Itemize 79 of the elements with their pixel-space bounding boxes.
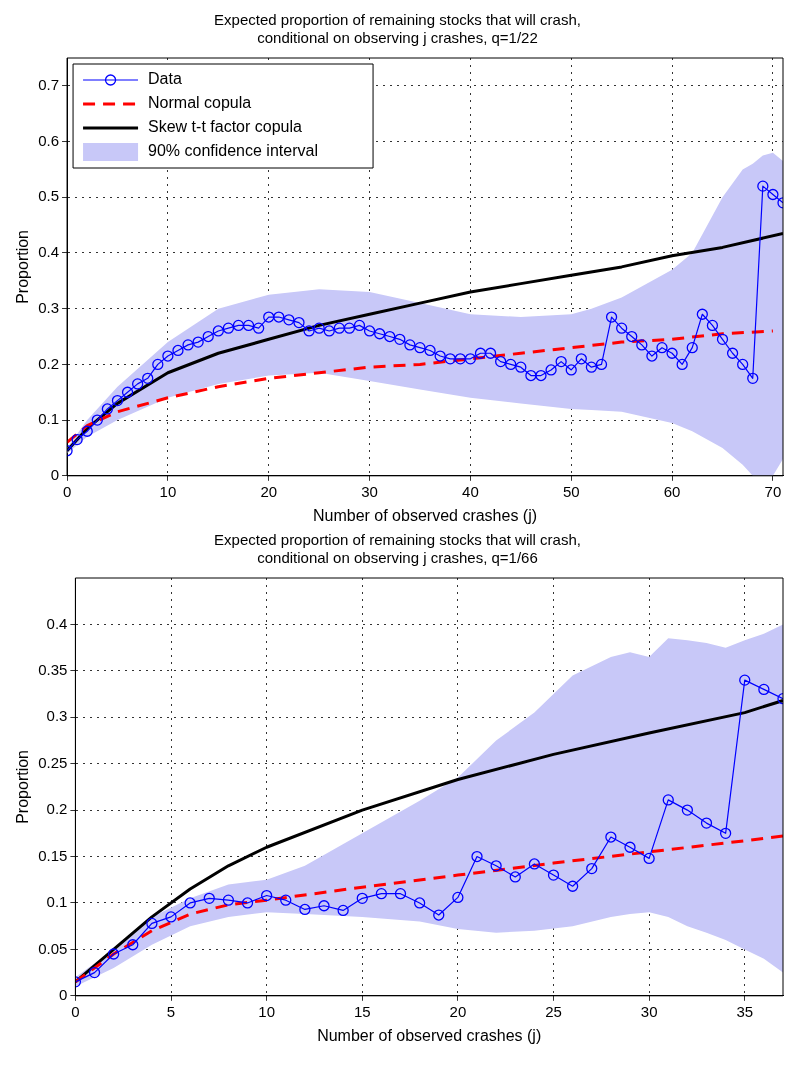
x-tick-label: 5: [166, 1002, 176, 1020]
point: [203, 892, 215, 904]
y-tick-label: 0: [59, 985, 68, 1003]
point: [356, 892, 368, 904]
point: [605, 831, 617, 843]
point: [624, 841, 636, 853]
point: [222, 894, 235, 906]
y-tick-label: 0.15: [38, 846, 68, 864]
legend-label: 90% confidence interval: [148, 142, 318, 160]
x-tick-label: 35: [736, 1002, 754, 1020]
point: [700, 817, 713, 829]
point: [260, 889, 273, 902]
point: [547, 869, 560, 881]
y-axis-title: Proportion: [14, 229, 32, 304]
point: [394, 888, 407, 900]
point: [433, 909, 445, 921]
point: [413, 897, 426, 909]
point: [471, 850, 483, 863]
x-tick-label: 15: [353, 1002, 371, 1020]
point: [681, 804, 694, 816]
x-tick-label: 70: [764, 482, 782, 500]
x-tick-label: 10: [258, 1002, 275, 1020]
point: [662, 794, 674, 806]
point: [586, 862, 598, 875]
point: [107, 948, 120, 960]
y-tick-label: 0.2: [38, 354, 60, 372]
x-tick-label: 25: [545, 1002, 562, 1020]
y-tick-label: 0.2: [46, 800, 68, 818]
point: [146, 917, 158, 930]
legend-label: Skew t-t factor copula: [148, 118, 302, 136]
x-tick-label: 20: [449, 1002, 467, 1020]
chart-title: Expected proportion of remaining stocks that will crash, conditional on observing j crashes, q=1/22: [214, 11, 581, 47]
y-tick-label: 0.35: [38, 660, 68, 678]
legend-label: Data: [148, 70, 182, 88]
point: [241, 897, 254, 909]
point: [566, 880, 579, 892]
y-tick-label: 0.3: [46, 707, 68, 725]
y-tick-label: 0.1: [38, 410, 60, 428]
point: [719, 827, 732, 839]
x-tick-label: 10: [159, 482, 177, 500]
point: [739, 674, 751, 686]
x-tick-label: 30: [640, 1002, 658, 1020]
x-tick-label: 20: [260, 482, 278, 500]
point: [299, 903, 311, 916]
x-tick-label: 50: [562, 482, 580, 500]
y-tick-label: 0.3: [38, 298, 60, 316]
point: [758, 683, 770, 696]
y-tick-label: 0.05: [38, 939, 68, 957]
x-tick-label: 30: [361, 482, 378, 500]
legend-label: Normal copula: [148, 94, 252, 112]
chart-title: Expected proportion of remaining stocks that will crash, conditional on observing j crashes, q=1/66: [214, 531, 581, 567]
point: [127, 939, 139, 951]
x-axis-title: Number of observed crashes (j): [312, 506, 538, 524]
line-series: [67, 329, 775, 444]
point: [280, 894, 292, 906]
point: [528, 858, 541, 870]
point: [643, 852, 655, 865]
y-tick-label: 0.7: [38, 75, 60, 93]
y-tick-label: 0.4: [38, 243, 60, 261]
point: [375, 888, 388, 900]
point: [184, 897, 196, 909]
y-axis-title: Proportion: [14, 749, 32, 824]
point: [165, 911, 177, 923]
y-tick-label: 0.5: [38, 187, 60, 205]
point: [318, 900, 330, 912]
y-tick-label: 0.1: [46, 893, 68, 911]
x-tick-label: 0: [71, 1002, 80, 1020]
y-tick-label: 0.6: [38, 131, 60, 149]
point: [452, 891, 464, 904]
point: [509, 871, 521, 883]
point: [490, 860, 502, 872]
point: [88, 966, 101, 979]
y-tick-label: 0: [50, 465, 60, 483]
y-tick-label: 0.4: [46, 614, 68, 632]
x-axis-title: Number of observed crashes (j): [317, 1026, 542, 1044]
x-tick-label: 60: [663, 482, 681, 500]
point: [337, 904, 349, 917]
y-tick-label: 0.25: [38, 753, 68, 771]
x-tick-label: 40: [462, 482, 479, 500]
